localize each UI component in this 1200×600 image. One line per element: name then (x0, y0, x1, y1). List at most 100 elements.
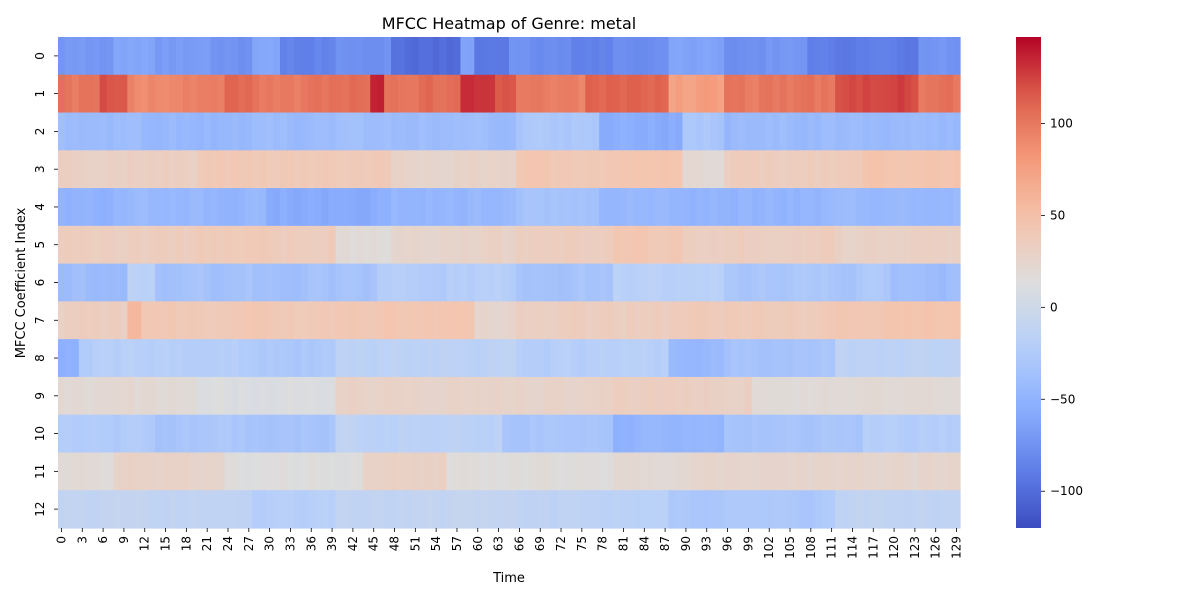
heatmap-cell (92, 37, 101, 76)
heatmap-cell (696, 414, 704, 454)
heatmap-cell (800, 188, 808, 227)
heatmap-cell (286, 452, 295, 491)
heatmap-cell (842, 74, 850, 114)
heatmap-cell (599, 225, 607, 265)
heatmap-cell (446, 150, 455, 189)
heatmap-cell (904, 74, 913, 114)
heatmap-cell (814, 150, 822, 189)
heatmap-cell (453, 301, 462, 340)
heatmap-cell (529, 263, 538, 302)
heatmap-cell (529, 188, 538, 227)
heatmap-cell (515, 37, 524, 76)
heatmap-cell (155, 452, 163, 491)
heatmap-cell (266, 188, 274, 227)
heatmap-cell (155, 112, 163, 151)
heatmap-cell (92, 376, 101, 416)
heatmap-cell (897, 112, 906, 151)
heatmap-cell (855, 301, 864, 340)
heatmap-cell (842, 452, 850, 491)
heatmap-cell (58, 150, 66, 189)
heatmap-cell (682, 414, 690, 454)
heatmap-cell (876, 74, 885, 114)
heatmap-cell (127, 414, 135, 454)
heatmap-cell (606, 414, 614, 454)
heatmap-cell (78, 188, 87, 227)
heatmap-cell (141, 339, 149, 378)
heatmap-cell (321, 301, 330, 340)
heatmap-cell (821, 490, 829, 529)
heatmap-cell (349, 301, 357, 340)
heatmap-cell (71, 452, 80, 491)
heatmap-cell (696, 376, 704, 416)
heatmap-cell (148, 376, 156, 416)
heatmap-cell (613, 414, 621, 454)
heatmap-cell (58, 339, 66, 378)
heatmap-cell (307, 225, 316, 265)
x-tick-label: 57 (450, 536, 464, 551)
heatmap-cell (654, 188, 663, 227)
heatmap-cell (349, 37, 357, 76)
x-tick-label: 45 (367, 536, 381, 551)
heatmap-cell (883, 414, 892, 454)
heatmap-cell (536, 414, 545, 454)
heatmap-cell (703, 414, 711, 454)
heatmap-cell (78, 263, 87, 302)
heatmap-cell (356, 301, 364, 340)
heatmap-cell (481, 188, 489, 227)
heatmap-cell (495, 188, 503, 227)
heatmap-cell (696, 339, 704, 378)
heatmap-cell (606, 490, 614, 529)
heatmap-cell (911, 301, 919, 340)
heatmap-cell (842, 301, 850, 340)
heatmap-cell (800, 37, 808, 76)
heatmap-cell (911, 376, 919, 416)
heatmap-cell (862, 150, 871, 189)
heatmap-cell (904, 263, 913, 302)
heatmap-cell (606, 112, 614, 151)
heatmap-cell (599, 37, 607, 76)
heatmap-cell (869, 74, 878, 114)
heatmap-cell (127, 452, 135, 491)
heatmap-cell (786, 225, 795, 265)
heatmap-cell (758, 150, 767, 189)
heatmap-cell (703, 263, 711, 302)
heatmap-cell (897, 376, 906, 416)
heatmap-cell (647, 339, 656, 378)
heatmap-cell (932, 263, 940, 302)
heatmap-cell (196, 339, 205, 378)
heatmap-cell (703, 452, 711, 491)
heatmap-cell (252, 339, 260, 378)
heatmap-cell (307, 37, 316, 76)
heatmap-cell (85, 150, 94, 189)
heatmap-cell (217, 225, 226, 265)
heatmap-cell (633, 490, 642, 529)
heatmap-cell (557, 263, 566, 302)
heatmap-cell (710, 490, 718, 529)
heatmap-cell (557, 37, 566, 76)
heatmap-cell (259, 490, 267, 529)
x-tick-label: 63 (492, 536, 506, 551)
heatmap-cell (571, 188, 579, 227)
heatmap-cell (300, 490, 309, 529)
heatmap-cell (842, 225, 850, 265)
heatmap-cell (446, 490, 455, 529)
heatmap-cell (890, 150, 899, 189)
heatmap-cell (335, 339, 344, 378)
heatmap-cell (571, 74, 579, 114)
heatmap-cell (772, 339, 781, 378)
heatmap-cell (418, 188, 427, 227)
heatmap-cell (238, 339, 246, 378)
heatmap-cell (661, 301, 670, 340)
heatmap-cell (647, 452, 656, 491)
heatmap-cell (855, 150, 864, 189)
heatmap-cell (536, 376, 545, 416)
heatmap-cell (460, 490, 468, 529)
heatmap-cell (939, 37, 947, 76)
heatmap-cell (613, 225, 621, 265)
heatmap-cell (203, 150, 212, 189)
heatmap-cell (536, 490, 545, 529)
heatmap-cell (675, 376, 684, 416)
heatmap-cell (772, 225, 781, 265)
y-tick-label: 2 (33, 128, 47, 136)
